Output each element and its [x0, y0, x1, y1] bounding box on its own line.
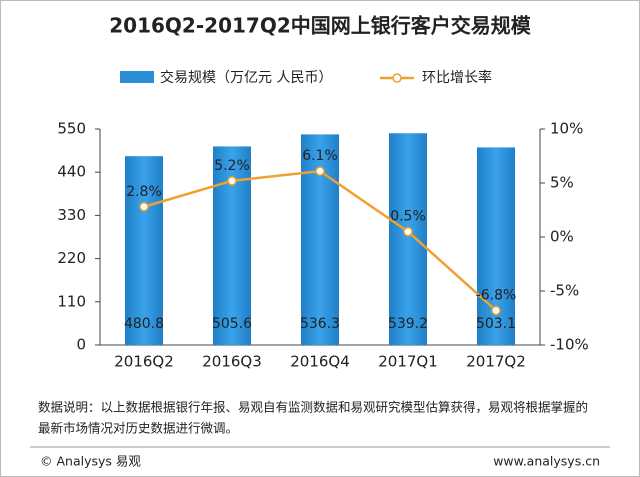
marker	[227, 176, 237, 186]
x-tick-label: 2016Q2	[114, 353, 174, 371]
legend-swatch	[120, 71, 154, 83]
marker	[403, 226, 413, 237]
website: www.analysys.cn	[493, 454, 600, 469]
credit: © Analysys 易观	[40, 454, 141, 469]
data-label: 536.3	[300, 316, 340, 332]
y2-tick-label: 10%	[550, 120, 583, 138]
y-tick-label: 220	[57, 249, 86, 267]
y-tick-label: 550	[57, 120, 86, 138]
bar	[301, 134, 339, 345]
x-tick-label: 2017Q1	[378, 353, 438, 371]
y-tick-label: 440	[57, 163, 86, 181]
data-label: 5.2%	[214, 158, 250, 174]
data-label: 503.1	[476, 316, 516, 332]
x-tick-label: 2016Q3	[202, 353, 262, 371]
data-label: 539.2	[388, 316, 428, 332]
y2-tick-label: 0%	[550, 228, 574, 246]
data-label: 505.6	[212, 316, 252, 332]
data-label: 0.5%	[390, 209, 426, 225]
legend-swatch	[392, 73, 402, 83]
data-label: 2.8%	[126, 184, 162, 200]
bar	[389, 133, 427, 345]
chart-title: 2016Q2-2017Q2中国网上银行客户交易规模	[109, 14, 531, 38]
y-tick-label: 0	[76, 336, 86, 354]
marker	[491, 305, 501, 316]
x-tick-label: 2017Q2	[466, 353, 526, 371]
y-tick-label: 330	[57, 206, 86, 224]
y2-tick-label: -5%	[550, 282, 579, 300]
x-tick-label: 2016Q4	[290, 353, 350, 371]
marker	[139, 202, 149, 212]
legend-label: 环比增长率	[422, 69, 492, 86]
data-label: 6.1%	[302, 148, 338, 164]
marker	[315, 166, 325, 176]
data-label: -6.8%	[476, 287, 517, 303]
y2-tick-label: -10%	[550, 336, 589, 354]
note: 数据说明：以上数据根据银行年报、易观自有监测数据和易观研究模型估算获得，易观将根…	[38, 400, 588, 415]
y2-tick-label: 5%	[550, 174, 574, 192]
note: 最新市场情况对历史数据进行微调。	[38, 421, 238, 436]
legend-label: 交易规模（万亿元 人民币）	[160, 69, 332, 86]
bar	[125, 156, 163, 345]
y-tick-label: 110	[57, 292, 86, 310]
data-label: 480.8	[124, 316, 164, 332]
